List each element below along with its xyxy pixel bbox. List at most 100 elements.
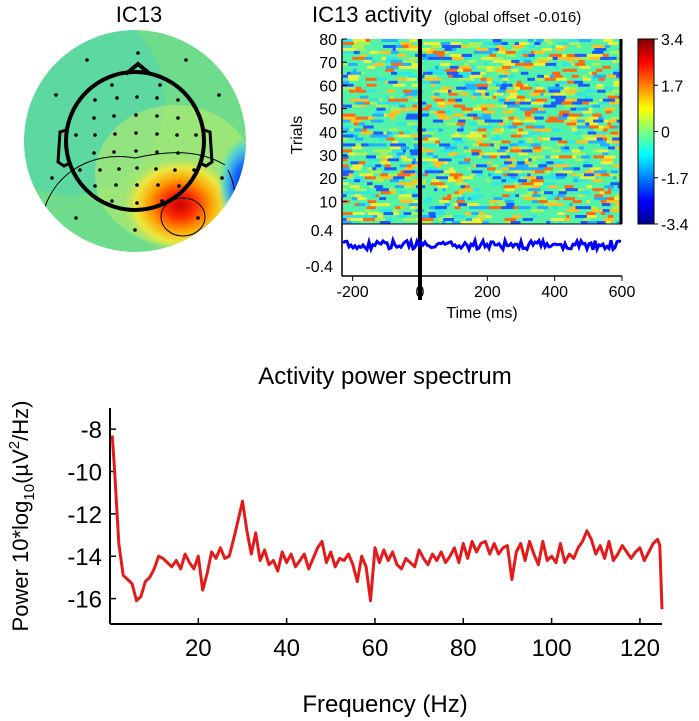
trial-cell bbox=[470, 221, 483, 225]
trial-cell bbox=[465, 194, 473, 198]
trial-cell bbox=[406, 197, 414, 201]
trial-cell bbox=[568, 59, 573, 64]
trial-cell bbox=[528, 188, 541, 192]
trial-cell bbox=[367, 200, 377, 204]
trial-cell bbox=[468, 62, 475, 67]
trial-cell bbox=[447, 161, 459, 165]
trial-cell bbox=[531, 101, 544, 106]
time-ticks: -200 0 200 400 600 bbox=[337, 276, 635, 301]
trial-cell bbox=[351, 59, 359, 64]
trial-cell bbox=[343, 218, 347, 222]
trial-cell bbox=[591, 71, 597, 76]
trial-cell bbox=[534, 50, 545, 55]
trial-cell bbox=[484, 176, 493, 180]
trial-cell bbox=[526, 140, 535, 144]
trial-cell bbox=[495, 146, 501, 150]
trial-cell bbox=[468, 209, 475, 213]
trial-cell bbox=[611, 62, 619, 67]
trial-cell bbox=[561, 170, 569, 174]
trial-cell bbox=[563, 134, 575, 138]
trial-cell bbox=[503, 185, 516, 189]
trial-cell bbox=[568, 128, 572, 132]
trial-cell bbox=[603, 80, 614, 85]
trial-cell bbox=[393, 74, 398, 79]
trial-cell bbox=[584, 119, 594, 124]
trial-cell bbox=[343, 221, 352, 225]
trial-cell bbox=[386, 131, 392, 135]
trial-cell bbox=[540, 143, 544, 147]
trial-cell bbox=[552, 42, 558, 46]
trial-cell bbox=[410, 134, 421, 138]
trial-cell bbox=[424, 209, 435, 213]
trial-cell bbox=[350, 101, 356, 106]
trial-cell bbox=[361, 53, 368, 58]
trial-cell bbox=[471, 149, 482, 153]
trial-cell bbox=[547, 200, 557, 204]
trial-cell bbox=[534, 53, 547, 58]
trial-cell bbox=[610, 65, 621, 70]
trial-cell bbox=[353, 42, 359, 46]
trial-cell bbox=[487, 167, 496, 171]
trial-cell bbox=[595, 86, 604, 91]
trial-cell bbox=[581, 131, 588, 135]
trial-cell bbox=[350, 140, 360, 144]
trial-cell bbox=[541, 146, 552, 150]
trial-cell bbox=[504, 128, 512, 132]
trial-cell bbox=[398, 65, 407, 70]
trial-cell bbox=[420, 194, 425, 198]
trial-cell bbox=[421, 83, 432, 88]
trial-cell bbox=[366, 188, 371, 192]
spectrum-y-ticks: -8-10-12-14-16 bbox=[67, 417, 116, 614]
trial-cell bbox=[456, 86, 467, 91]
trial-cell bbox=[555, 98, 565, 103]
trial-cell bbox=[510, 149, 522, 153]
trial-cell bbox=[358, 80, 366, 85]
trial-cell bbox=[539, 128, 552, 132]
trial-cell bbox=[567, 173, 573, 177]
trial-cell bbox=[550, 137, 563, 141]
trial-cell bbox=[509, 170, 514, 174]
trial-cell bbox=[437, 185, 449, 189]
trial-cell bbox=[533, 125, 545, 129]
trial-cell bbox=[558, 122, 567, 126]
trial-cell bbox=[459, 95, 471, 100]
trial-cell bbox=[486, 134, 496, 138]
trial-cell bbox=[343, 95, 354, 100]
trial-cell bbox=[372, 56, 382, 61]
time-tick-label: 200 bbox=[474, 284, 501, 301]
trial-cell bbox=[374, 42, 380, 46]
trial-cell bbox=[370, 188, 377, 192]
spectrum-x-ticks: 20 40 60 80 100 120 bbox=[185, 618, 660, 662]
trial-cell bbox=[565, 104, 576, 109]
trial-tick-label: 40 bbox=[319, 125, 337, 142]
trial-cell bbox=[348, 182, 355, 186]
trial-cell bbox=[535, 83, 540, 88]
trial-cell bbox=[398, 182, 405, 186]
trial-cell bbox=[537, 56, 548, 61]
trial-cell bbox=[391, 107, 401, 112]
trial-cell bbox=[473, 185, 486, 189]
trial-cell bbox=[354, 203, 359, 207]
trial-cell bbox=[577, 86, 584, 91]
trial-cell bbox=[343, 113, 356, 118]
trial-cell bbox=[406, 113, 417, 118]
trial-cell bbox=[562, 53, 567, 58]
trial-cell bbox=[542, 45, 552, 49]
trial-cell bbox=[343, 119, 351, 124]
trial-cell bbox=[539, 212, 552, 216]
trial-cell bbox=[370, 191, 375, 195]
trial-cell bbox=[390, 116, 395, 121]
trial-cell bbox=[469, 185, 474, 189]
trial-cell bbox=[382, 215, 387, 219]
trial-cell bbox=[573, 176, 580, 180]
nose bbox=[124, 61, 152, 76]
trial-cell bbox=[353, 173, 360, 177]
trial-cell bbox=[487, 125, 493, 129]
trial-cell bbox=[566, 53, 575, 58]
trial-cell bbox=[349, 200, 356, 204]
trial-cell bbox=[598, 110, 606, 115]
trial-cell bbox=[515, 107, 521, 112]
trial-cell bbox=[389, 170, 401, 174]
trial-cell bbox=[548, 59, 559, 64]
trial-cell bbox=[548, 206, 554, 210]
